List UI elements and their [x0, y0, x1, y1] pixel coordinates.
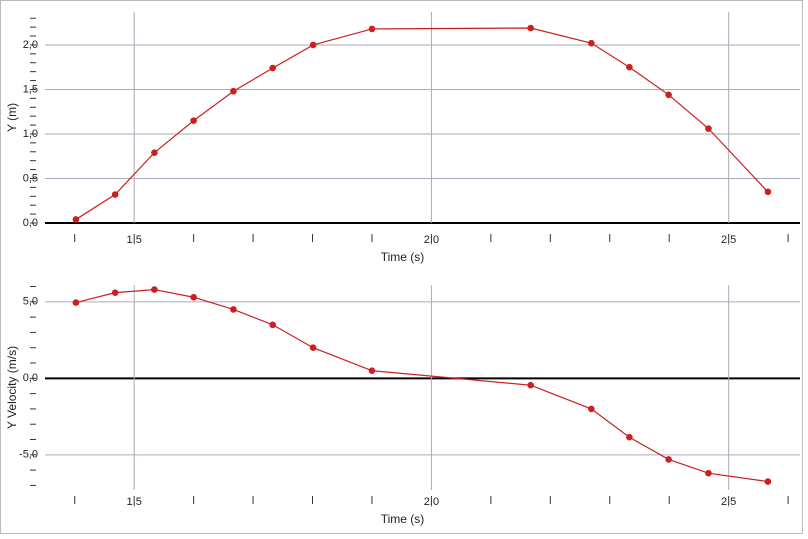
y-tick-label: 1,0 [23, 128, 38, 140]
point [368, 367, 376, 374]
line [75, 288, 768, 483]
x-tick-label: 2,5 [721, 496, 736, 508]
plots: 0,0 0,5 1,0 1,5 2,0 1,5 2,0 2,5 Time (s) Y (m) -5,… [5, 12, 800, 526]
point [72, 299, 80, 306]
y-tick-label: 0,5 [23, 172, 38, 184]
point [588, 405, 595, 413]
point [111, 191, 119, 198]
point [764, 188, 772, 196]
point [705, 125, 712, 132]
point [269, 321, 276, 329]
y-tick-label: 0,0 [23, 217, 38, 229]
x-tick-label: 2,0 [424, 496, 439, 508]
point [309, 344, 317, 352]
y-tick-label: 0,0 [23, 372, 38, 384]
point [72, 216, 80, 223]
x-tick-label: 1,5 [127, 234, 142, 246]
x-axis-label: Time (s) [381, 512, 425, 526]
y-tick-label: 2,0 [23, 39, 38, 51]
point [190, 117, 197, 124]
y-axis-label: Y Velocity (m/s) [5, 346, 19, 429]
point [626, 433, 633, 441]
y-tick-label: 5,0 [23, 296, 38, 308]
x-tick-label: 1,5 [127, 496, 142, 508]
y-tick-label: -5,0 [19, 449, 38, 461]
point [111, 289, 119, 296]
point [588, 39, 595, 47]
point [190, 293, 197, 301]
y-tick-label: 1,5 [23, 83, 38, 95]
x-axis-label: Time (s) [381, 250, 425, 264]
point [151, 286, 158, 293]
y-axis-label: Y (m) [5, 103, 19, 132]
point [309, 41, 317, 49]
point [230, 306, 237, 313]
point [269, 64, 276, 72]
x-tick-label: 2,5 [721, 234, 736, 246]
point [368, 25, 376, 33]
point [705, 469, 712, 477]
point [626, 63, 633, 71]
point [665, 456, 672, 463]
x-tick-label: 2,0 [424, 234, 439, 246]
point [527, 381, 534, 389]
point [764, 478, 772, 485]
point [527, 24, 534, 32]
point [151, 149, 158, 156]
line [75, 27, 769, 220]
point [230, 87, 237, 95]
point [665, 91, 672, 99]
